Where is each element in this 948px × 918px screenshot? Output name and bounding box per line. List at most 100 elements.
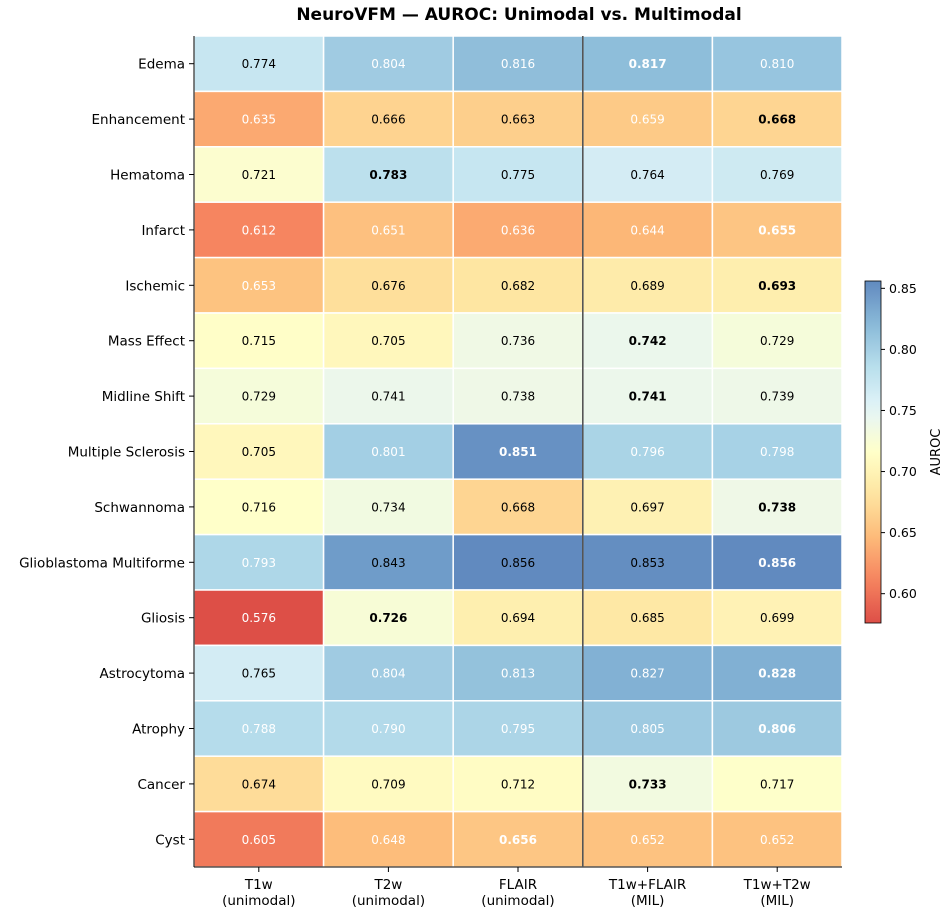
heatmap-cell bbox=[582, 146, 714, 203]
heatmap-cell bbox=[322, 533, 454, 591]
cell-value-label: 0.694 bbox=[501, 611, 535, 625]
cell-value-label: 0.717 bbox=[760, 777, 794, 791]
colorbar-label: AUROC bbox=[929, 429, 944, 476]
cell-value-label: 0.652 bbox=[630, 833, 664, 847]
cell-value-label: 0.685 bbox=[630, 611, 664, 625]
cell-value-label: 0.653 bbox=[242, 279, 276, 293]
heatmap-cell bbox=[711, 201, 843, 259]
cell-value-label: 0.856 bbox=[758, 556, 796, 570]
column-labels: T1w(unimodal)T2w(unimodal)FLAIR(unimodal… bbox=[222, 867, 811, 909]
heatmap-cell bbox=[582, 312, 714, 370]
cell-value-label: 0.783 bbox=[369, 168, 407, 182]
cell-value-label: 0.734 bbox=[371, 500, 405, 514]
heatmap-cell bbox=[582, 589, 714, 647]
row-label: Infarct bbox=[141, 223, 185, 239]
cell-value-label: 0.764 bbox=[630, 168, 664, 182]
heatmap-cell bbox=[193, 256, 325, 314]
heatmap-cell bbox=[452, 810, 584, 868]
cell-value-label: 0.689 bbox=[630, 279, 664, 293]
heatmap-cell bbox=[322, 478, 454, 536]
cell-value-label: 0.851 bbox=[499, 445, 537, 459]
cell-value-label: 0.827 bbox=[630, 667, 664, 681]
heatmap-cell bbox=[193, 755, 325, 813]
cell-value-label: 0.709 bbox=[371, 777, 405, 791]
heatmap-cell bbox=[322, 423, 454, 480]
cell-value-label: 0.790 bbox=[371, 722, 405, 736]
heatmap-cell bbox=[582, 423, 714, 480]
heatmap-cell bbox=[711, 256, 843, 314]
heatmap-cell bbox=[452, 533, 584, 591]
row-labels: Edema Enhancement Hematoma Infarct Ischemic M… bbox=[19, 57, 194, 848]
column-sublabel: (MIL) bbox=[760, 893, 794, 909]
heatmap-cell bbox=[452, 201, 584, 259]
row-label: Cyst bbox=[155, 832, 185, 848]
cell-value-label: 0.705 bbox=[242, 445, 276, 459]
cell-value-label: 0.738 bbox=[758, 500, 796, 514]
cell-value-label: 0.651 bbox=[371, 223, 405, 237]
cell-value-label: 0.659 bbox=[630, 113, 664, 127]
cell-value-label: 0.612 bbox=[242, 223, 276, 237]
cell-value-label: 0.674 bbox=[242, 777, 276, 791]
cell-value-label: 0.712 bbox=[501, 777, 535, 791]
heatmap-cell bbox=[322, 201, 454, 259]
cell-value-label: 0.810 bbox=[760, 57, 794, 71]
cell-value-label: 0.843 bbox=[371, 556, 405, 570]
heatmap-cell bbox=[322, 256, 454, 314]
heatmap-cell bbox=[711, 755, 843, 813]
cell-value-label: 0.742 bbox=[629, 334, 667, 348]
cell-value-label: 0.798 bbox=[760, 445, 794, 459]
cell-value-label: 0.676 bbox=[371, 279, 405, 293]
column-label: T2w bbox=[373, 877, 402, 893]
cell-value-label: 0.795 bbox=[501, 722, 535, 736]
cell-value-label: 0.801 bbox=[371, 445, 405, 459]
row-label: Glioblastoma Multiforme bbox=[19, 555, 185, 571]
cell-value-label: 0.729 bbox=[760, 334, 794, 348]
heatmap-cell bbox=[711, 423, 843, 480]
heatmap-cell bbox=[193, 533, 325, 591]
row-label: Atrophy bbox=[132, 722, 185, 738]
heatmap-cell bbox=[582, 810, 714, 868]
row-label: Astrocytoma bbox=[100, 666, 185, 682]
cell-value-label: 0.668 bbox=[501, 500, 535, 514]
cell-value-label: 0.656 bbox=[499, 833, 537, 847]
heatmap-cell bbox=[452, 256, 584, 314]
cell-value-label: 0.775 bbox=[501, 168, 535, 182]
cell-value-label: 0.765 bbox=[242, 667, 276, 681]
colorbar-tick-label: 0.70 bbox=[889, 464, 917, 479]
colorbar: 0.60 0.65 0.70 0.75 0.80 0.85 AUROC bbox=[864, 280, 944, 624]
heatmap-cell bbox=[193, 589, 325, 647]
heatmap-cell bbox=[711, 478, 843, 536]
heatmap-cell bbox=[193, 423, 325, 480]
cell-value-label: 0.693 bbox=[758, 279, 796, 293]
cell-value-label: 0.705 bbox=[371, 334, 405, 348]
heatmap-cell bbox=[711, 810, 843, 868]
cell-value-label: 0.697 bbox=[630, 500, 664, 514]
heatmap-cell bbox=[193, 35, 325, 93]
heatmap-cell bbox=[711, 700, 843, 757]
cell-value-label: 0.655 bbox=[758, 223, 796, 237]
heatmap-cell bbox=[582, 533, 714, 591]
row-label: Multiple Sclerosis bbox=[68, 445, 185, 461]
cell-value-label: 0.769 bbox=[760, 168, 794, 182]
heatmap-cell bbox=[452, 589, 584, 647]
cell-value-label: 0.813 bbox=[501, 667, 535, 681]
cell-value-label: 0.817 bbox=[629, 57, 667, 71]
heatmap-cell bbox=[711, 90, 843, 148]
cell-value-label: 0.805 bbox=[630, 722, 664, 736]
cell-value-label: 0.804 bbox=[371, 57, 405, 71]
cell-value-label: 0.729 bbox=[242, 390, 276, 404]
heatmap-cell bbox=[322, 146, 454, 203]
row-label: Hematoma bbox=[110, 168, 185, 184]
heatmap-cell bbox=[322, 810, 454, 868]
row-label: Enhancement bbox=[91, 112, 185, 128]
cell-value-label: 0.715 bbox=[242, 334, 276, 348]
cell-value-label: 0.741 bbox=[371, 390, 405, 404]
heatmap-cell bbox=[322, 755, 454, 813]
heatmap-cell bbox=[193, 700, 325, 757]
axes bbox=[193, 36, 842, 868]
cell-value-label: 0.853 bbox=[630, 556, 664, 570]
heatmap-cell bbox=[582, 700, 714, 757]
cell-value-label: 0.605 bbox=[242, 833, 276, 847]
column-label: T1w+T2w bbox=[743, 877, 811, 893]
